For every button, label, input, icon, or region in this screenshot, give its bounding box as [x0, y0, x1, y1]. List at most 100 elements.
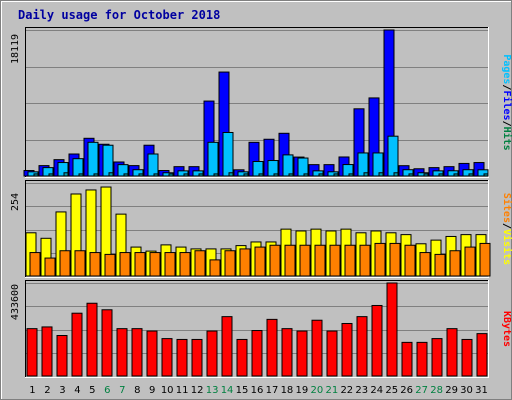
bar-kbytes [176, 338, 188, 377]
bar-files [57, 162, 69, 177]
panel-max-label: 433600 [10, 284, 21, 320]
bar-sites [119, 252, 131, 277]
bar-pages [63, 172, 69, 177]
bar-sites [344, 244, 356, 277]
bar-files [132, 169, 144, 177]
bar-kbytes [431, 338, 443, 377]
bar-files [252, 160, 264, 177]
bar-files [477, 169, 489, 177]
bar-pages [378, 172, 384, 177]
x-tick-label: 14 [221, 385, 234, 396]
panel-max-label: 254 [10, 193, 21, 211]
bar-files [282, 154, 294, 177]
bar-kbytes [221, 316, 233, 377]
x-tick-label: 6 [104, 385, 110, 396]
series-label-part: Hits [501, 127, 512, 151]
bar-pages [33, 173, 39, 177]
bar-sites [419, 252, 431, 277]
bar-pages [108, 172, 114, 177]
bar-pages [288, 173, 294, 177]
x-tick-label: 9 [149, 385, 155, 396]
bar-pages [333, 173, 339, 177]
series-kbytes [26, 282, 488, 377]
series-label-part: Sites [501, 193, 512, 223]
bar-kbytes [251, 330, 263, 377]
bar-pages [273, 173, 279, 177]
bar-sites [89, 252, 101, 277]
bar-kbytes [131, 328, 143, 377]
bar-sites [389, 242, 401, 277]
series-pages [33, 172, 489, 177]
bar-files [42, 167, 54, 177]
bar-kbytes [56, 335, 68, 377]
bar-files [267, 160, 279, 177]
bar-kbytes [416, 341, 428, 377]
bar-pages [183, 173, 189, 177]
bar-kbytes [71, 312, 83, 377]
bar-sites [239, 248, 251, 277]
bar-sites [59, 250, 71, 277]
bar-pages [408, 173, 414, 177]
bar-sites [44, 257, 56, 277]
bar-kbytes [386, 282, 398, 377]
bar-kbytes [146, 330, 158, 377]
x-tick-label: 18 [281, 385, 294, 396]
bar-pages [78, 173, 84, 177]
bar-sites [164, 252, 176, 277]
series-label-part: / [501, 84, 512, 90]
series-label-part: Visits [501, 229, 512, 265]
bar-sites [254, 246, 266, 277]
x-tick-label: 15 [236, 385, 249, 396]
bar-pages [303, 173, 309, 177]
bar-pages [213, 173, 219, 177]
bar-kbytes [236, 338, 248, 377]
series-label-part: Files [501, 90, 512, 120]
bar-sites [104, 253, 116, 277]
bar-pages [393, 172, 399, 177]
series-label-part: / [501, 223, 512, 229]
panel-max-label: 18119 [10, 34, 21, 64]
bar-sites [299, 244, 311, 277]
bar-pages [453, 173, 459, 177]
bar-kbytes [101, 309, 113, 377]
bar-kbytes [26, 328, 38, 377]
x-tick-label: 12 [191, 385, 204, 396]
bar-kbytes [446, 328, 458, 377]
bar-sites [269, 244, 281, 277]
x-tick-label: 22 [340, 385, 353, 396]
panel-kbytes: 433600 KBytes [10, 280, 512, 378]
bar-files [117, 164, 129, 177]
x-tick-label: 17 [266, 385, 279, 396]
bar-sites [209, 259, 221, 277]
x-tick-label: 28 [430, 385, 443, 396]
bar-pages [243, 173, 249, 177]
bar-sites [194, 250, 206, 277]
x-tick-label: 29 [445, 385, 458, 396]
x-tick-label: 20 [311, 385, 324, 396]
bar-files [342, 164, 354, 177]
x-tick-label: 25 [385, 385, 398, 396]
bar-sites [134, 252, 146, 277]
bar-kbytes [326, 330, 338, 377]
bar-pages [138, 173, 144, 177]
bar-kbytes [311, 319, 323, 377]
bar-pages [258, 173, 264, 177]
x-tick-label: 16 [251, 385, 264, 396]
bar-sites [329, 244, 341, 277]
bar-pages [423, 173, 429, 177]
bar-kbytes [116, 328, 128, 377]
bar-pages [348, 173, 354, 177]
bar-pages [153, 173, 159, 177]
x-tick-label: 8 [134, 385, 140, 396]
bar-pages [468, 173, 474, 177]
bar-pages [168, 173, 174, 177]
bar-files [87, 141, 99, 177]
bar-kbytes [296, 330, 308, 377]
bar-files [72, 158, 84, 177]
bar-sites [479, 242, 491, 277]
bar-sites [29, 252, 41, 277]
bar-sites [284, 244, 296, 277]
x-tick-label: 23 [355, 385, 368, 396]
panel-series-label: Sites/Visits [501, 193, 512, 265]
x-tick-label: 10 [161, 385, 174, 396]
